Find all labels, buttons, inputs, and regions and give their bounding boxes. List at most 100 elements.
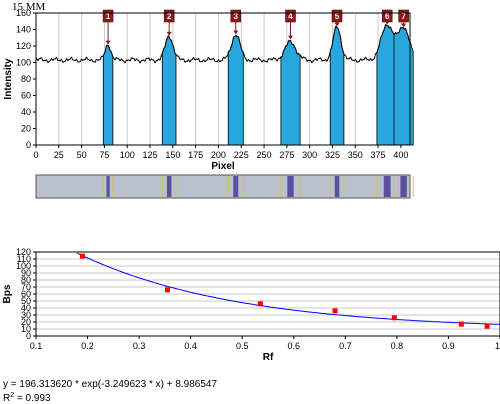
- peak-label-4: 4: [288, 12, 293, 21]
- calibration-x-tick-0: 0.1: [30, 341, 43, 351]
- peak-label-6: 6: [385, 12, 390, 21]
- densitogram-x-tick-0: 0: [33, 150, 38, 160]
- fit-curve: [76, 252, 500, 325]
- densitogram-x-tick-6: 150: [165, 150, 180, 160]
- peak-marker-box-3: [230, 9, 242, 23]
- calibration-y-tick-12: 120: [16, 247, 31, 257]
- peak-marker-box-1: [102, 9, 114, 23]
- r-squared-label: R: [3, 393, 10, 404]
- calibration-x-label: Rf: [263, 352, 274, 363]
- calibration-point-1: [79, 253, 85, 259]
- lane-band-7: [400, 176, 407, 197]
- densitogram-y-label: Intensity: [3, 58, 14, 100]
- r-squared: R2 = 0.993: [3, 392, 51, 404]
- peak-label-1: 1: [106, 12, 111, 21]
- calibration-x-tick-5: 0.6: [288, 341, 301, 351]
- calibration-y-tick-2: 20: [21, 317, 31, 327]
- calibration-y-tick-1: 10: [21, 324, 31, 334]
- peak-marker-box-7: [398, 9, 409, 23]
- calibration-x-tick-6: 0.7: [339, 341, 352, 351]
- calibration-y-tick-7: 70: [21, 282, 31, 292]
- calibration-grid: [36, 258, 500, 330]
- densitogram-x-tick-14: 350: [348, 150, 363, 160]
- peak-marker-arrow-3: [233, 30, 239, 35]
- calibration-y-tick-10: 100: [16, 261, 31, 271]
- peak-fill-4: [280, 40, 301, 146]
- calibration-x-ticks: 0.1 0.2 0.3 0.4 0.5 0.6 0.7 0.8 0.9 1: [30, 336, 500, 351]
- densitogram-y-tick-3: 60: [21, 91, 31, 101]
- densitogram-x-tick-3: 75: [99, 150, 109, 160]
- calibration-point-3: [257, 301, 263, 307]
- densitogram-frame: [35, 12, 411, 146]
- calibration-y-label: Bps: [2, 284, 13, 303]
- lane-band-5: [334, 176, 340, 197]
- calibration-point-7: [484, 323, 490, 329]
- calibration-points: [79, 253, 490, 329]
- calibration-point-4: [332, 308, 338, 314]
- peak-marker-box-5: [331, 9, 343, 23]
- calibration-y-tick-5: 50: [21, 296, 31, 306]
- peak-marker-arrow-1: [105, 40, 111, 45]
- densitogram-y-tick-5: 100: [16, 58, 31, 68]
- calibration-x-tick-7: 0.8: [391, 341, 404, 351]
- calibration-x-tick-2: 0.3: [133, 341, 146, 351]
- peak-marker-box-2: [163, 9, 175, 23]
- peak-fill-1: [102, 44, 114, 146]
- densitogram-x-tick-15: 375: [371, 150, 386, 160]
- densitogram-x-tick-8: 200: [211, 150, 226, 160]
- densitogram-x-tick-9: 225: [234, 150, 249, 160]
- calibration-y-tick-3: 30: [21, 310, 31, 320]
- densitogram-x-ticks: 0 25 50 75 100 125 150 175 200 225 250 275 300 325 350…: [33, 145, 408, 160]
- lane-band-1: [106, 176, 110, 197]
- calibration-x-tick-4: 0.5: [236, 341, 249, 351]
- peak-markers: 1 2 3 4 5 6 7: [102, 9, 409, 45]
- densitogram-x-tick-4: 100: [120, 150, 135, 160]
- densitogram-y-tick-1: 20: [21, 124, 31, 134]
- gel-lane-strip: [35, 174, 414, 199]
- densitogram-x-tick-12: 300: [302, 150, 317, 160]
- calibration-y-tick-8: 80: [21, 275, 31, 285]
- densitogram-x-tick-2: 50: [77, 150, 87, 160]
- calibration-y-tick-6: 60: [21, 289, 31, 299]
- lane-band-4: [287, 176, 294, 197]
- peak-marker-arrow-4: [288, 35, 294, 40]
- peak-marker-box-4: [285, 9, 296, 23]
- gel-lane-background: [35, 174, 411, 199]
- calibration-x-tick-9: 1: [495, 341, 500, 351]
- intensity-trace: [35, 23, 411, 64]
- calibration-y-tick-9: 90: [21, 268, 31, 278]
- calibration-point-2: [164, 287, 170, 293]
- peak-label-3: 3: [234, 12, 239, 21]
- calibration-x-tick-3: 0.4: [184, 341, 197, 351]
- lane-band-2: [166, 176, 172, 197]
- peak-fill-2: [161, 35, 177, 146]
- densitogram-y-tick-6: 120: [16, 41, 31, 51]
- densitogram-x-tick-5: 125: [143, 150, 158, 160]
- calibration-point-6: [458, 321, 464, 327]
- densitogram-x-tick-7: 175: [188, 150, 203, 160]
- densitogram-y-tick-2: 40: [21, 107, 31, 117]
- calibration-chart: 0.1 0.2 0.3 0.4 0.5 0.6 0.7 0.8 0.9 1 01020304050…: [2, 247, 500, 363]
- densitogram-x-tick-10: 250: [257, 150, 272, 160]
- peak-marker-arrow-5: [334, 22, 340, 27]
- peak-marker-arrow-2: [166, 31, 172, 36]
- peak-label-5: 5: [335, 12, 340, 21]
- densitogram-y-ticks: 0 20 40 60 80 100 120 140 160: [16, 8, 36, 150]
- densitogram-y-tick-0: 0: [26, 140, 31, 150]
- calibration-x-tick-1: 0.2: [81, 341, 94, 351]
- densitogram-x-tick-1: 25: [54, 150, 64, 160]
- r-squared-superscript: 2: [10, 392, 14, 399]
- densitogram-x-label: Pixel: [211, 161, 235, 172]
- calibration-y-tick-4: 40: [21, 303, 31, 313]
- densitogram-y-tick-7: 140: [16, 25, 31, 35]
- gel-lane-bands: [102, 176, 414, 197]
- peak-marker-arrow-7: [401, 23, 407, 28]
- peak-marker-box-6: [381, 9, 393, 23]
- r-squared-value: = 0.993: [14, 393, 51, 404]
- densitogram-x-tick-13: 325: [325, 150, 340, 160]
- calibration-y-tick-0: 0: [26, 331, 31, 341]
- calibration-y-tick-11: 110: [17, 254, 31, 264]
